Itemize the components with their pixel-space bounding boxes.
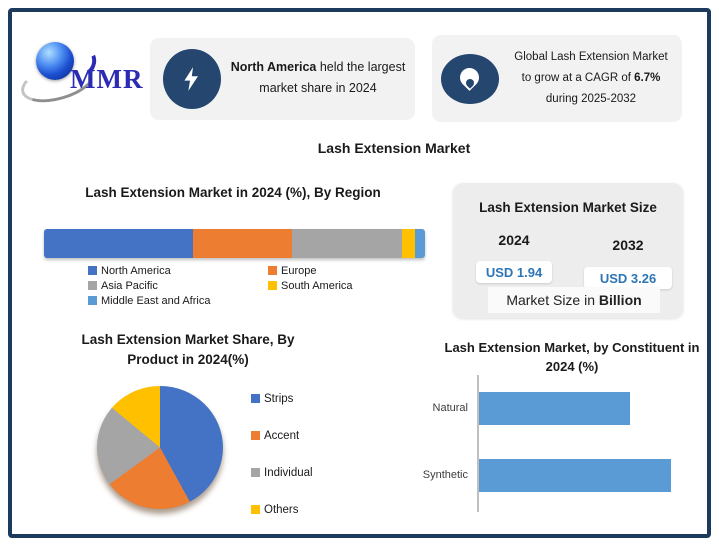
lightning-icon xyxy=(163,49,221,109)
legend-label: South America xyxy=(281,279,353,292)
south-america-swatch xyxy=(268,281,277,290)
pie-chart-title: Lash Extension Market Share, By Product … xyxy=(81,332,295,367)
market-size-value-2032: USD 3.26 xyxy=(584,267,672,289)
asia-pacific-swatch xyxy=(88,281,97,290)
flame-glyph xyxy=(456,64,483,94)
constituent-y-axis xyxy=(477,375,479,512)
legend-label: Middle East and Africa xyxy=(101,294,211,307)
legend-item-individual: Individual xyxy=(251,466,313,479)
middle-east-and-africa-swatch xyxy=(88,296,97,305)
others-swatch xyxy=(251,505,260,514)
callout-left-line2: market share in 2024 xyxy=(259,81,377,95)
flame-icon xyxy=(441,54,499,104)
mmr-logo: MMR xyxy=(16,38,150,110)
callout-cagr: Global Lash Extension Market to grow at … xyxy=(432,35,682,122)
legend-item-north-america: North America xyxy=(88,264,268,277)
constituent-chart-title: Lash Extension Market, by Constituent in… xyxy=(444,340,700,374)
market-size-year-2032: 2032 xyxy=(612,237,644,253)
callout-left-rest: held the largest xyxy=(316,60,406,74)
market-size-title: Lash Extension Market Size xyxy=(479,200,657,215)
legend-label: Accent xyxy=(264,429,300,442)
label-natural: Natural xyxy=(432,402,468,414)
lightning-glyph xyxy=(184,67,198,91)
pie-legend: Strips Accent Individual Others xyxy=(251,392,313,516)
callout-north-america: North America held the largest market sh… xyxy=(150,38,415,120)
region-chart-title: Lash Extension Market in 2024 (%), By Re… xyxy=(85,185,381,200)
accent-swatch xyxy=(251,431,260,440)
legend-label: Individual xyxy=(264,466,313,479)
callout-right-text: Global Lash Extension Market to grow at … xyxy=(506,47,676,110)
region-legend: North America Europe Asia Pacific South Ame… xyxy=(88,264,398,307)
legend-label: Asia Pacific xyxy=(101,279,158,292)
constituent-bars xyxy=(479,375,685,512)
bar-synthetic xyxy=(479,459,672,492)
bar-segment-europe xyxy=(192,229,292,258)
product-pie-chart xyxy=(97,386,223,509)
callout-right-line1: Global Lash Extension Market xyxy=(514,51,668,63)
footnote-bold: Billion xyxy=(598,292,642,308)
callout-right-line2: to grow at a CAGR of xyxy=(521,72,635,84)
label-synthetic: Synthetic xyxy=(422,469,468,481)
individual-swatch xyxy=(251,468,260,477)
bar-segment-asia-pacific xyxy=(291,229,403,258)
strips-swatch xyxy=(251,394,260,403)
legend-item-accent: Accent xyxy=(251,429,313,442)
legend-item-strips: Strips xyxy=(251,392,313,405)
legend-item-middle-east-and-africa: Middle East and Africa xyxy=(88,294,268,307)
bar-segment-middle-east-and-africa xyxy=(415,229,425,258)
legend-label: Others xyxy=(264,503,299,516)
market-size-footnote: Market Size in Billion xyxy=(488,287,660,313)
cagr-value: 6.7% xyxy=(634,72,661,84)
legend-label: North America xyxy=(101,264,171,277)
bar-segment-north-america xyxy=(44,229,193,258)
callout-left-text: North America held the largest market sh… xyxy=(228,57,408,99)
legend-item-asia-pacific: Asia Pacific xyxy=(88,279,268,292)
europe-swatch xyxy=(268,266,277,275)
logo-text: MMR xyxy=(70,64,144,94)
callout-right-line3: during 2025-2032 xyxy=(545,93,637,105)
callout-left-highlight: North America xyxy=(230,60,317,74)
page-title: Lash Extension Market xyxy=(317,140,471,156)
footnote-pre: Market Size in xyxy=(506,292,596,308)
market-size-value-2024: USD 1.94 xyxy=(476,261,552,283)
region-stacked-bar xyxy=(44,229,425,258)
north-america-swatch xyxy=(88,266,97,275)
legend-item-south-america: South America xyxy=(268,279,398,292)
legend-item-others: Others xyxy=(251,503,313,516)
bar-natural xyxy=(479,392,631,425)
bar-segment-south-america xyxy=(402,229,416,258)
legend-label: Strips xyxy=(264,392,294,405)
legend-label: Europe xyxy=(281,264,317,277)
legend-item-europe: Europe xyxy=(268,264,398,277)
globe-icon xyxy=(36,42,74,80)
market-size-panel: Lash Extension Market Size 2024 2032 USD… xyxy=(453,183,683,318)
market-size-year-2024: 2024 xyxy=(498,232,530,248)
